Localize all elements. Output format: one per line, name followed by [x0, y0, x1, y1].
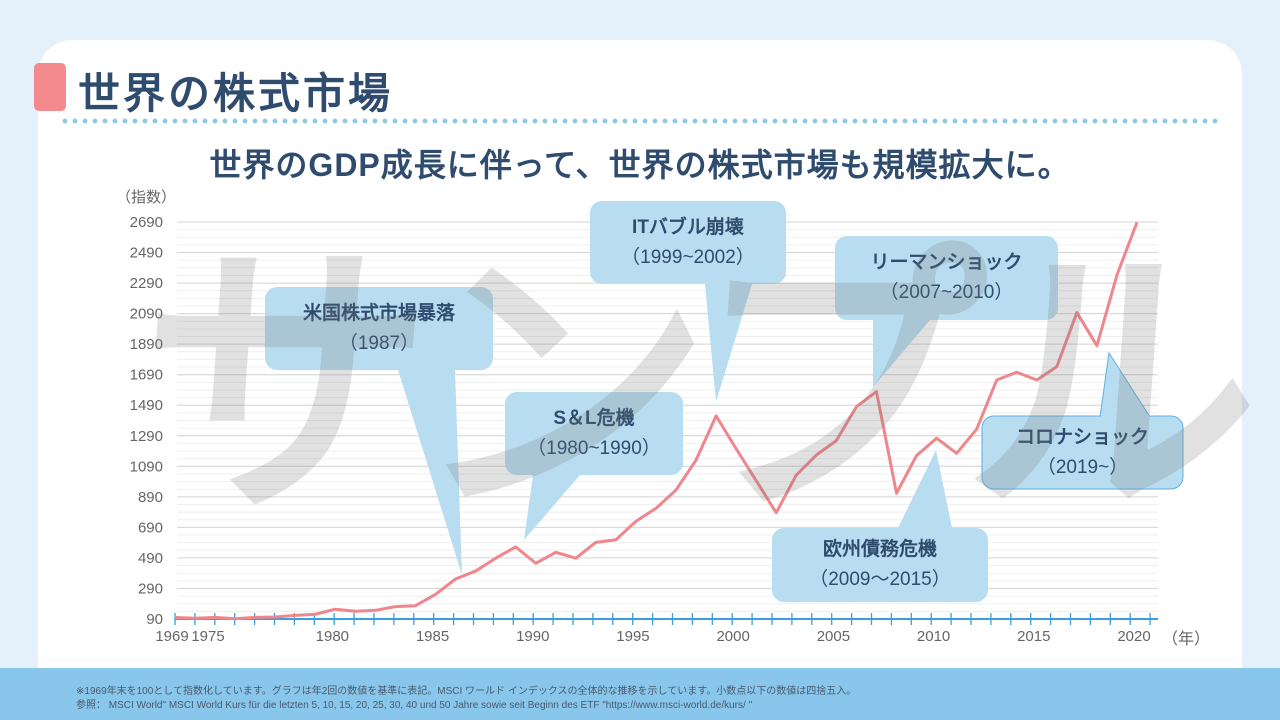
footer-note: ※1969年末を100として指数化しています。グラフは年2回の数値を基準に表記。…: [76, 686, 857, 697]
callout-period: （1987）: [338, 332, 420, 354]
y-tick-label: 1090: [130, 458, 163, 475]
page-subtitle: 世界のGDP成長に伴って、世界の株式市場も規模拡大に。: [209, 147, 1071, 183]
x-tick-label: 1995: [616, 628, 649, 645]
footer-band: ※1969年末を100として指数化しています。グラフは年2回の数値を基準に表記。…: [0, 668, 1280, 720]
callout-sl-crisis: S＆L危機 （1980~1990）: [505, 404, 683, 464]
callout-pointer: [398, 370, 462, 575]
x-tick-label: 1969: [155, 628, 188, 645]
callout-pointer: [873, 320, 930, 387]
callout-box: [590, 201, 786, 284]
callout-period: （1999~2002）: [621, 246, 755, 268]
callout-euro-debt: 欧州債務危機 （2009〜2015）: [772, 535, 988, 595]
x-axis-label: （年）: [1162, 631, 1211, 648]
x-tick-label: 1980: [316, 628, 349, 645]
x-tick-label: 2010: [917, 628, 950, 645]
callout-us-crash: 米国株式市場暴落 （1987）: [265, 299, 493, 359]
x-tick-label: 2005: [817, 628, 850, 645]
callout-box: [505, 392, 683, 475]
y-tick-label: 90: [146, 611, 163, 628]
y-tick-label: 490: [138, 550, 163, 567]
y-tick-label: 290: [138, 580, 163, 597]
callout-pointer: [524, 475, 580, 540]
callout-pointer: [705, 284, 752, 402]
callout-period: （2009〜2015）: [809, 569, 951, 590]
callout-period: （2019~）: [1036, 456, 1129, 478]
callout-box: [981, 415, 1184, 490]
callout-box: [265, 287, 493, 370]
callout-title: S＆L危機: [553, 407, 635, 429]
callout-title: コロナショック: [1015, 426, 1149, 448]
y-axis-label: （指数）: [116, 189, 177, 206]
callout-lehman: リーマンショック （2007~2010）: [835, 248, 1058, 308]
y-tick-label: 690: [138, 519, 163, 536]
callout-pointer: [1099, 351, 1151, 418]
y-tick-label: 1490: [130, 397, 163, 414]
callout-box: [772, 528, 988, 602]
dotted-divider: [60, 118, 1220, 124]
callout-title: リーマンショック: [870, 252, 1023, 273]
callout-it-bubble: ITバブル崩壊 （1999~2002）: [590, 213, 786, 273]
callout-box: [835, 236, 1058, 320]
y-tick-label: 1290: [130, 428, 163, 445]
x-tick-label: 2020: [1117, 628, 1150, 645]
y-tick-label: 1690: [130, 367, 163, 384]
y-tick-label: 1890: [130, 336, 163, 353]
x-tick-label: 2000: [716, 628, 749, 645]
callout-title: 米国株式市場暴落: [302, 302, 455, 324]
callout-period: （1980~1990）: [527, 437, 661, 459]
callout-period: （2007~2010）: [879, 282, 1014, 303]
x-tick-label: 1975: [191, 628, 224, 645]
y-tick-label: 2290: [130, 275, 163, 292]
x-tick-label: 1985: [416, 628, 449, 645]
title-accent-mark: [34, 63, 66, 111]
y-tick-label: 890: [138, 489, 163, 506]
y-tick-label: 2690: [130, 214, 163, 231]
slide-card: [38, 40, 1242, 700]
y-tick-label: 2090: [130, 306, 163, 323]
x-tick-label: 2015: [1017, 628, 1050, 645]
callout-title: 欧州債務危機: [822, 539, 937, 560]
callout-title: ITバブル崩壊: [632, 216, 744, 238]
footer-source: 参照： MSCI World" MSCI World Kurs für die …: [76, 700, 753, 711]
x-tick-label: 1990: [516, 628, 549, 645]
callout-pointer: [898, 450, 952, 528]
callout-corona: コロナショック （2019~）: [982, 423, 1183, 483]
y-tick-label: 2490: [130, 245, 163, 262]
page-title: 世界の株式市場: [78, 70, 394, 117]
